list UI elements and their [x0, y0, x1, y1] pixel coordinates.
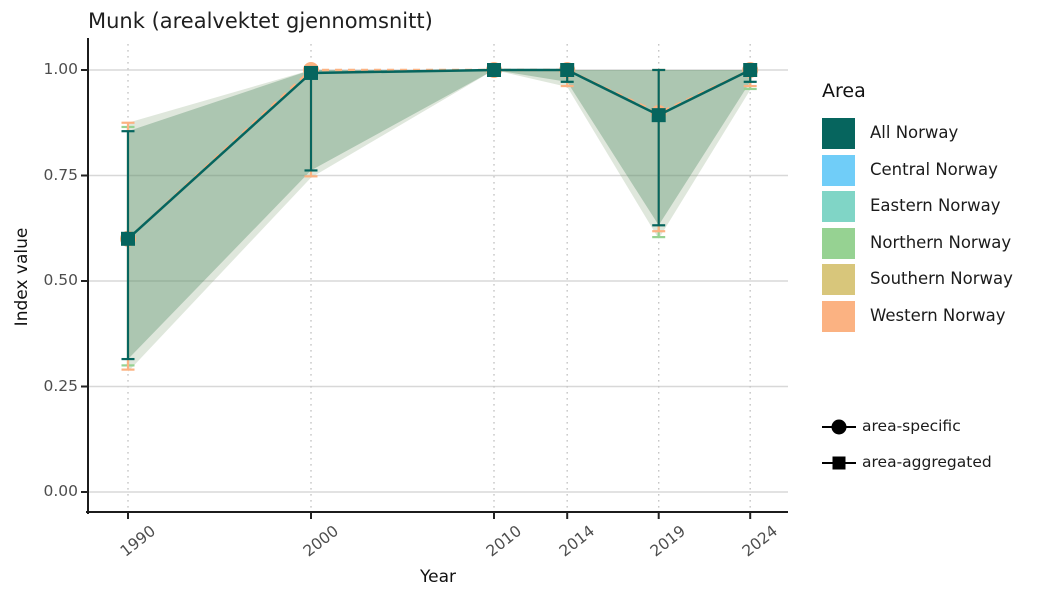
legend-swatch [822, 300, 855, 332]
legend-area-title: Area [822, 80, 866, 102]
y-tick-label: 0.75 [43, 165, 78, 184]
legend-label: Central Norway [870, 159, 998, 179]
chart-title: Munk (arealvektet gjennomsnitt) [88, 9, 433, 33]
y-tick-label: 0.50 [43, 271, 78, 289]
legend-swatch [822, 154, 855, 186]
circle-key-icon [822, 419, 856, 435]
legend-label: All Norway [870, 123, 959, 142]
y-tick-label: 0.00 [43, 482, 78, 500]
y-tick-label: 0.25 [43, 376, 78, 395]
shape-legend-item-area-aggregated: area-aggregated [822, 452, 992, 474]
marker-square [487, 63, 501, 77]
marker-square [560, 63, 575, 77]
marker-square [651, 108, 666, 123]
legend-swatch [822, 227, 855, 259]
shape-legend-label: area-specific [862, 417, 961, 435]
legend-label: Eastern Norway [870, 196, 1001, 215]
legend-swatch [822, 118, 855, 149]
y-axis-title: Index value [12, 227, 32, 327]
legend-swatch [822, 191, 855, 222]
legend-swatch [822, 264, 855, 295]
ribbon-area-specific-envelope [128, 70, 751, 372]
x-axis-title: Year [420, 567, 456, 587]
ribbon-all-norway-band [128, 70, 751, 360]
shape-legend-item-area-specific: area-specific [822, 416, 961, 438]
y-tick-label: 1.00 [43, 60, 78, 78]
marker-square [304, 65, 318, 80]
marker-square [121, 231, 135, 246]
legend-label: Western Norway [870, 305, 1006, 325]
legend-label: Northern Norway [870, 232, 1012, 252]
square-key-icon [822, 456, 856, 470]
series-line-all-norway [127, 68, 751, 240]
legend-label: Southern Norway [870, 269, 1013, 288]
shape-legend-label: area-aggregated [862, 453, 992, 471]
marker-square [743, 63, 758, 77]
